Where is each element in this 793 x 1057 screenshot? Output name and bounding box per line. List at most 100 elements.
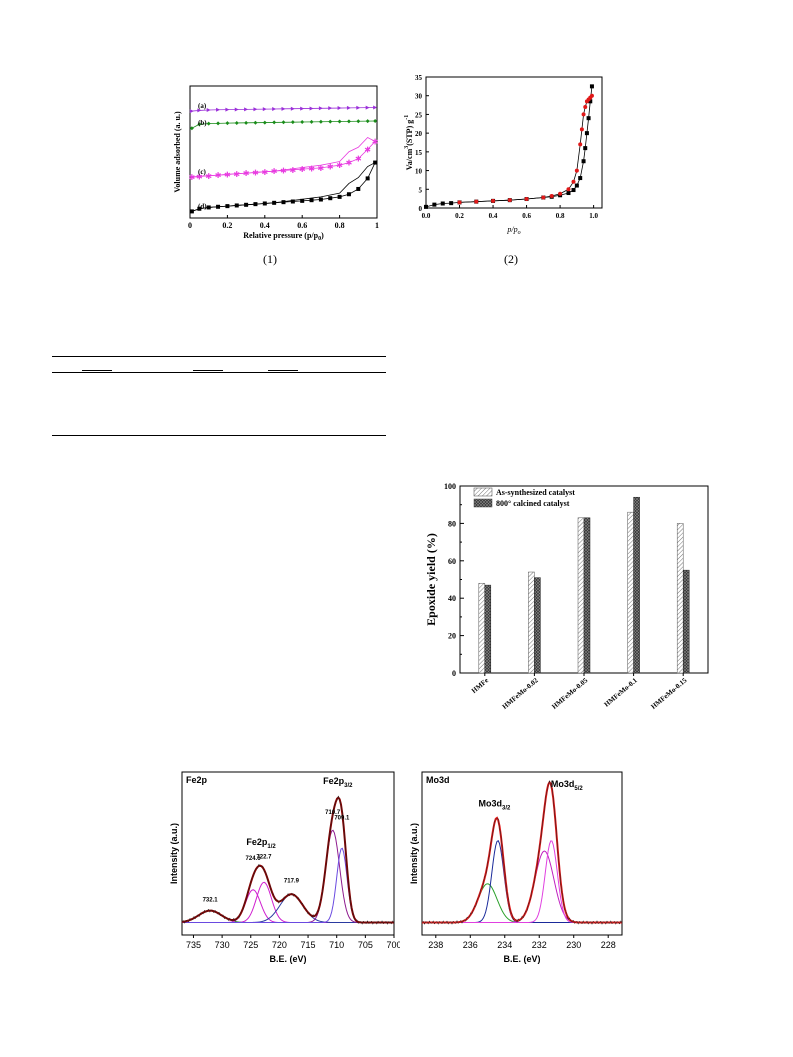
data-point [272,106,277,111]
data-point [197,206,202,211]
data-point: ✱ [289,166,296,175]
data-point [253,202,258,207]
data-point: ✱ [252,168,259,177]
data-point: ✱ [271,167,278,176]
x-tick-label: 0.2 [455,212,464,220]
x-tick-label: 0.0 [422,212,431,220]
x-tick-label: 725 [243,940,258,950]
data-point [586,116,591,121]
data-point [432,202,437,207]
data-point [253,120,258,125]
table-header-segment [82,370,112,371]
x-tick-label: 1.0 [589,212,598,220]
epoxide-yield-bar-chart: 0 20 40 60 80 100 Epoxide yield (%) HMFe HMFeMo-… [424,482,709,711]
x-tick-label: 715 [301,940,316,950]
caption-1: (1) [263,252,277,266]
envelope-line [181,796,394,924]
bar-as-synthesized [528,571,535,674]
data-point [189,109,194,114]
x-axis-label: p/po [506,225,520,236]
data-point [225,121,230,126]
legend-label: As-synthesized catalyst [496,488,575,497]
data-point [281,106,286,111]
data-point [216,107,221,112]
series-label: (c) [198,168,206,176]
bar-as-synthesized [676,523,684,674]
data-point: ✱ [224,170,231,179]
data-point [300,106,305,111]
data-point [244,120,249,125]
data-point [328,106,333,111]
data-point [365,105,370,110]
x-tick-label: 0.6 [522,212,531,220]
fit-component [422,850,622,924]
x-axis-label: Relative pressure (p/p0) [243,231,324,242]
data-point [309,106,314,111]
data-point [346,192,351,197]
desorption-line [191,136,376,178]
data-point [206,205,211,210]
raw-data-line [421,779,623,925]
data-point [524,197,529,202]
y-axis-label: Intensity (a.u.) [170,823,179,884]
data-point [574,168,579,173]
series-label: (b) [198,119,207,127]
peak-label: 710.7 [325,810,341,816]
table-header-segment [268,370,298,371]
data-point [491,198,496,203]
data-point [588,99,593,104]
data-point [449,201,454,206]
data-point [234,203,239,208]
plot-frame [421,771,623,936]
y-axis-label: Volume adsorbed (a. u.) [173,111,182,193]
series-line [425,86,593,208]
data-point [225,204,230,209]
data-point [272,200,277,205]
legend-swatch [473,498,493,508]
data-point [566,187,571,192]
data-point [281,120,286,125]
envelope-line [422,780,622,924]
x-tick-label: HMFe [470,676,490,695]
bar-calcined [583,517,591,674]
data-point [318,119,323,124]
x-tick-label: HMFeMo-0.05 [550,676,589,711]
data-point [424,204,428,209]
data-point [571,188,576,193]
data-point [356,105,361,110]
legend-swatch [473,487,493,497]
x-tick-label: 238 [428,940,443,950]
x-tick-label: 230 [566,940,581,950]
x-axis-label: B.E. (eV) [503,954,540,964]
y-tick-label: 20 [448,632,456,641]
data-point [189,209,194,214]
data-point [262,120,267,125]
x-tick-label: 0.4 [260,221,270,230]
data-point [346,105,351,110]
x-tick-label: 232 [532,940,547,950]
y-tick-label: 0 [452,669,456,678]
y-tick-label: 80 [448,519,456,528]
caption-2: (2) [504,252,518,266]
data-point [558,191,563,196]
x-tick-label: 0.6 [297,221,307,230]
data-point [300,120,305,125]
y-axis-label: Va/cm3(STP) g-1 [404,115,414,170]
data-point: ✱ [233,170,240,179]
data-point [373,118,378,123]
data-point [584,99,589,104]
plot-frame [181,771,395,936]
isotherm-chart-1: 0 0.2 0.4 0.6 0.8 1 Relative pressure (p/p0) Vo… [173,85,379,242]
data-point: ✱ [243,169,250,178]
data-point [318,106,323,111]
x-tick-label: HMFeMo-0.1 [603,676,640,709]
x-tick-label: 0.2 [222,221,232,230]
data-point [365,176,370,181]
data-point: ✱ [205,172,212,181]
data-point [474,199,479,204]
y-tick-label: 0 [419,205,423,213]
x-tick-label: 1 [375,221,379,230]
peak-label: 732.1 [203,898,219,904]
data-point [579,127,584,132]
table-top-rule [52,356,386,357]
